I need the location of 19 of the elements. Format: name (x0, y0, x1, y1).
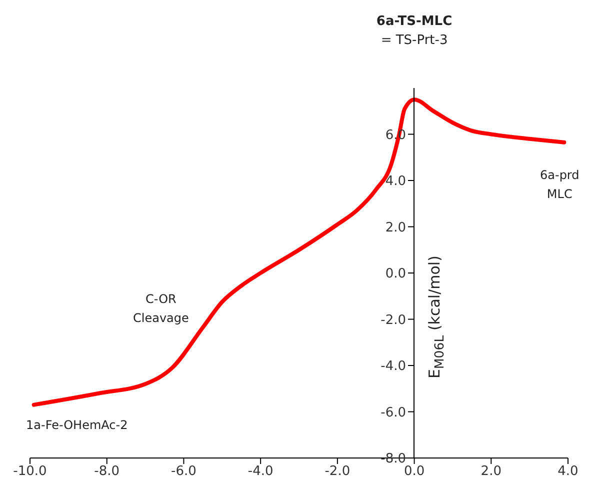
y-tick-label: -4.0 (380, 359, 406, 374)
annotation: 6a-prd MLC (540, 167, 580, 203)
annotation: C-OR Cleavage (133, 291, 189, 327)
x-tick-label: -8.0 (94, 464, 120, 480)
y-tick-label: 2.0 (386, 220, 406, 236)
y-tick-label: 4.0 (386, 174, 406, 190)
annotation: 1a-Fe-OHemAc-2 (26, 417, 128, 434)
y-tick-label: -6.0 (380, 405, 406, 420)
x-tick-label: -4.0 (248, 464, 274, 480)
x-tick-label: 2.0 (480, 464, 502, 480)
x-tick-label: -2.0 (324, 464, 350, 480)
y-tick-label: 0.0 (386, 266, 406, 282)
x-tick-label: -6.0 (171, 464, 196, 480)
x-tick-label: 0.0 (404, 464, 425, 480)
x-tick-label: -10.0 (13, 464, 47, 480)
x-tick-label: 4.0 (558, 464, 578, 480)
y-tick-label: -2.0 (380, 312, 406, 328)
chart-subtitle: = TS-Prt-3 (380, 32, 449, 50)
chart-title: 6a-TS-MLC (375, 13, 454, 31)
